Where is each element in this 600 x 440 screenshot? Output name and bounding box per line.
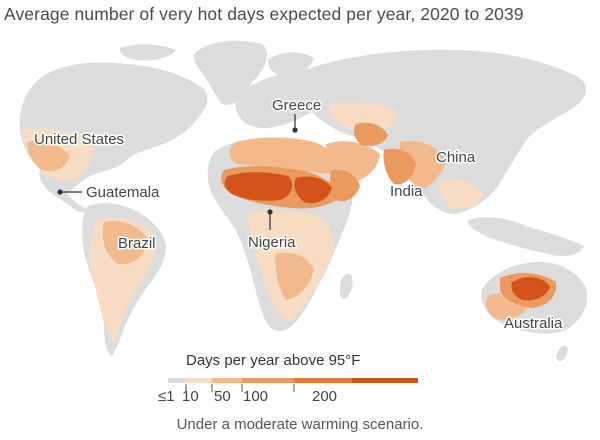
greece-dot <box>292 127 298 133</box>
asia-shape <box>299 49 586 214</box>
label-united-states: United States <box>34 131 124 148</box>
label-brazil: Brazil <box>118 235 156 252</box>
label-australia: Australia <box>504 315 563 332</box>
central-america-shape <box>39 170 88 213</box>
legend-tick-label-100: 100 <box>243 388 269 405</box>
southeast-asia-islands-shape <box>468 217 584 256</box>
legend-swatch-3 <box>242 378 294 383</box>
legend-swatch-1 <box>186 378 212 383</box>
legend-scale <box>168 378 418 392</box>
map-title: Average number of very hot days expected… <box>4 4 524 24</box>
legend-tick-label-min: ≤1 <box>158 388 175 405</box>
legend-swatch-no-data <box>168 378 186 383</box>
japan-shape <box>516 115 530 139</box>
guatemala-dot <box>57 189 63 195</box>
legend-title: Days per year above 95°F <box>186 352 361 369</box>
leader-lines <box>57 114 298 230</box>
label-greece: Greece <box>272 97 321 114</box>
label-china: China <box>436 149 476 166</box>
label-india: India <box>390 183 423 200</box>
nigeria-dot <box>267 209 273 215</box>
greenland-shape <box>193 40 267 105</box>
legend-swatch-5 <box>352 378 418 383</box>
label-nigeria: Nigeria <box>248 234 296 251</box>
heat-overlay <box>22 102 557 344</box>
new-zealand-shape <box>556 345 568 362</box>
label-guatemala: Guatemala <box>86 184 160 201</box>
legend-tick-label-50: 50 <box>214 388 231 405</box>
scenario-note: Under a moderate warming scenario. <box>176 416 424 433</box>
legend-swatch-4 <box>294 378 352 383</box>
uk-shape <box>240 94 256 110</box>
legend-swatch-2 <box>212 378 242 383</box>
madagascar-shape <box>340 273 353 299</box>
arctic-islands-shape <box>119 44 176 61</box>
legend-tick-label-200: 200 <box>312 388 338 405</box>
legend-tick-label-10: 10 <box>182 388 199 405</box>
